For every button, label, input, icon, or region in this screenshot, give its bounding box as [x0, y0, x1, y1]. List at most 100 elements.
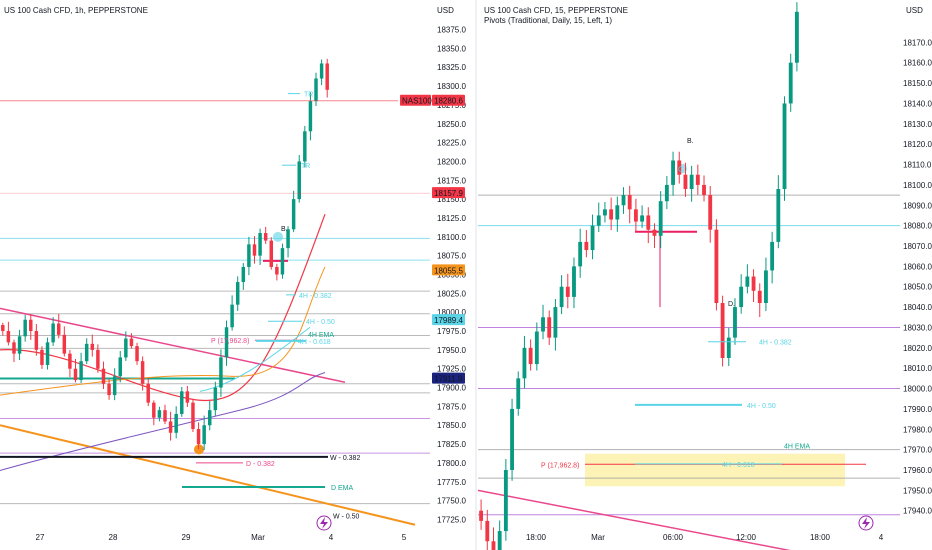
y-tick-label: 18010.0: [903, 364, 932, 373]
candle-body: [107, 383, 111, 396]
candle-body: [180, 391, 184, 414]
price-label: 18280.6: [434, 97, 463, 106]
candle-body: [658, 201, 663, 236]
level-label: TR: [301, 163, 310, 170]
y-tick-label: 18025.0: [437, 289, 466, 298]
candle-body: [135, 346, 139, 362]
y-tick-label: 17800.0: [437, 459, 466, 468]
level-label: 4H - 0.618: [722, 462, 755, 469]
y-tick-label: 18175.0: [437, 176, 466, 185]
candle-body: [168, 421, 173, 433]
candle-body: [745, 276, 750, 287]
candle-body: [68, 353, 72, 369]
candle-body: [596, 215, 601, 226]
y-tick-label: 18150.0: [903, 79, 932, 88]
y-tick-label: 18080.0: [903, 222, 932, 231]
level-label: 4H EMA: [784, 444, 810, 451]
x-tick-label: 18:00: [526, 533, 547, 542]
x-tick-label: 12:00: [736, 533, 757, 542]
y-tick-label: 18375.0: [437, 26, 466, 35]
x-tick-label: 28: [109, 533, 118, 542]
y-tick-label: 18350.0: [437, 44, 466, 53]
y-tick-label: 18100.0: [903, 181, 932, 190]
price-label-bg: [432, 314, 465, 326]
candle-body: [258, 233, 262, 256]
candle-body: [17, 336, 22, 354]
level-label: B.: [281, 226, 288, 233]
candle-body: [297, 161, 301, 200]
candle-body: [247, 244, 251, 267]
x-tick-label: 4: [879, 533, 884, 542]
level-label: D EMA: [331, 485, 354, 492]
candle-body: [708, 195, 713, 230]
left-chart-title: US 100 Cash CFD, 1h, PEPPERSTONE: [4, 6, 148, 15]
level-label: C: [678, 167, 683, 174]
price-label: 18157.9: [434, 189, 463, 198]
level-label: P (17,962.8): [211, 338, 249, 345]
level-label: W - 0.50: [333, 514, 360, 521]
candle-body: [252, 244, 257, 256]
candle-body: [683, 174, 688, 189]
candle-body: [510, 408, 514, 470]
level-label: 4H - 0.618: [298, 339, 331, 346]
y-tick-label: 18160.0: [903, 59, 932, 68]
lightning-icon[interactable]: [858, 515, 874, 531]
y-tick-label: 17925.0: [437, 365, 466, 374]
candle-body: [633, 209, 638, 222]
price-label-bg: [432, 187, 465, 199]
y-tick-label: 18070.0: [903, 242, 932, 251]
ma-cyan: [199, 326, 311, 392]
candle-body: [757, 290, 762, 304]
x-tick-label: 27: [36, 533, 45, 542]
candle-body: [485, 520, 490, 542]
lightning-icon-left[interactable]: [316, 515, 332, 531]
level-label: 4H EMA: [308, 332, 334, 339]
candle-body: [503, 469, 508, 532]
candle-body: [308, 101, 313, 132]
candle-body: [140, 361, 145, 384]
right-chart-panel[interactable]: US 100 Cash CFD, 15, PEPPERSTONE Pivots …: [316, 2, 932, 550]
candle-body: [572, 266, 576, 297]
y-tick-label: 18325.0: [437, 63, 466, 72]
x-tick-label: 18:00: [810, 533, 831, 542]
candle-body: [770, 241, 775, 271]
candle-body: [671, 160, 675, 185]
candle-body: [776, 188, 781, 242]
candle-body: [101, 368, 106, 384]
price-label-bg: [432, 94, 465, 106]
y-tick-label: 17900.0: [437, 384, 466, 393]
y-tick-label: 18060.0: [903, 262, 932, 271]
candle-body: [621, 195, 626, 206]
price-label-bg: [400, 94, 431, 106]
candle-body: [627, 195, 632, 210]
y-tick-label: 17950.0: [903, 486, 932, 495]
left-currency-label: USD: [437, 6, 454, 15]
candle-body: [714, 229, 719, 304]
price-label: 17911.9: [434, 375, 463, 384]
right-chart-subtitle: Pivots (Traditional, Daily, 15, Left, 1): [484, 16, 612, 25]
candle-body: [286, 229, 290, 249]
candle-body: [79, 361, 83, 381]
candle-body: [6, 331, 11, 343]
candle-body: [185, 391, 190, 403]
candle-body: [224, 327, 229, 358]
y-tick-label: 18000.0: [903, 385, 932, 394]
candle-body: [702, 184, 706, 196]
candle-body: [112, 376, 117, 396]
y-tick-label: 18100.0: [437, 233, 466, 242]
candle-body: [782, 103, 787, 189]
candle-body: [516, 378, 521, 409]
level-label: 4H - 0.382: [759, 340, 792, 347]
y-tick-label: 17960.0: [903, 466, 932, 475]
y-tick-label: 17725.0: [437, 515, 466, 524]
candle-body: [230, 304, 234, 328]
y-tick-label: 17990.0: [903, 405, 932, 414]
candle-body: [157, 410, 162, 418]
level-label: D - 0.382: [246, 461, 275, 468]
candle-body: [677, 160, 682, 175]
left-chart-panel[interactable]: US 100 Cash CFD, 1h, PEPPERSTONE USD 183…: [0, 6, 466, 542]
y-tick-label: 17750.0: [437, 497, 466, 506]
trend-line-pink: [477, 489, 792, 550]
candle-body: [584, 241, 589, 251]
